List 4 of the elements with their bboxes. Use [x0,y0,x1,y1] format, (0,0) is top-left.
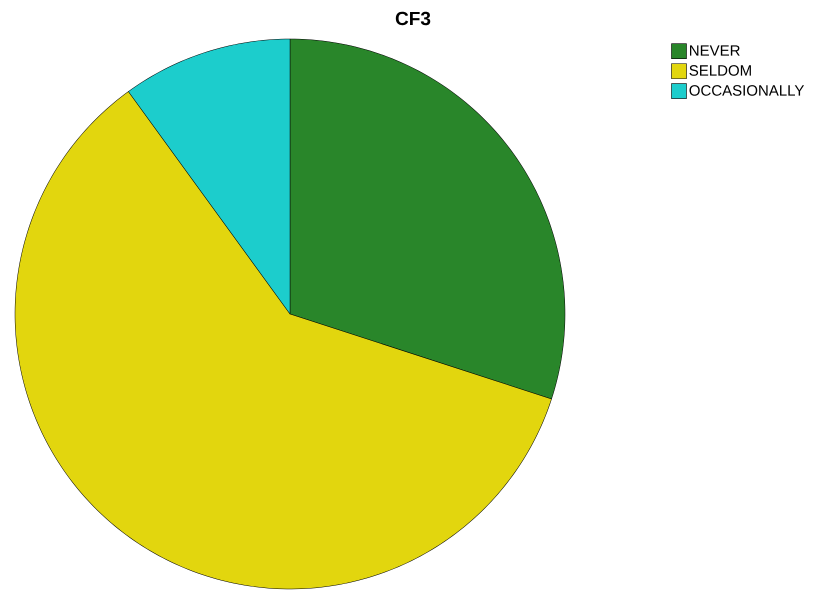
legend-label: NEVER [690,45,740,56]
chart-title: CF3 [396,12,430,26]
legend-label: SELDOM [689,65,751,76]
legend-label: OCCASIONALLY [690,85,804,96]
